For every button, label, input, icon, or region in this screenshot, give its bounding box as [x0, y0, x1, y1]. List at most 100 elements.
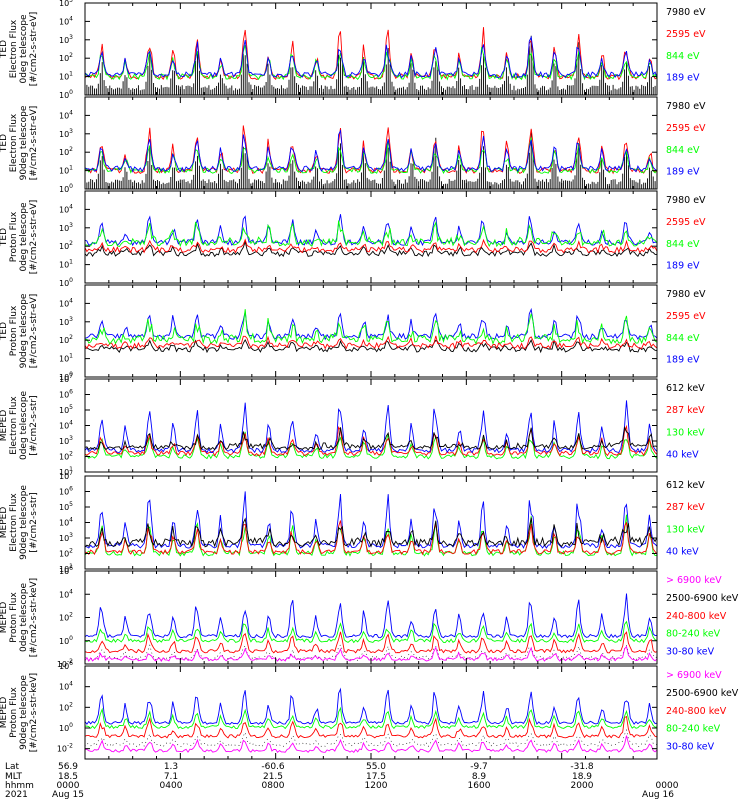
plot-area: [85, 214, 657, 258]
series-path: [85, 35, 657, 79]
mlt-value: 21.5: [263, 772, 283, 782]
mlt-value: 7.1: [164, 772, 178, 782]
y-axis-label: TEDElectron Flux90deg telescope[#/cm2-s-…: [0, 105, 39, 180]
series-line-844-ev: [85, 137, 657, 174]
series-path: [85, 129, 657, 173]
series-path: [85, 729, 657, 748]
y-tick-label: 104: [59, 588, 73, 599]
y-tick-label: 103: [59, 128, 73, 139]
y-axis-label: MEPEDElectron Flux0deg telescope[#/cm2-s…: [0, 391, 39, 461]
date-label: Aug 16: [642, 790, 674, 800]
series-path: [85, 338, 657, 354]
legend-entry: 7980 eV: [666, 7, 706, 18]
y-tick-label: 103: [59, 316, 73, 327]
legend-entry: 189 eV: [666, 355, 700, 366]
y-tick-label: 106: [59, 389, 73, 400]
y-tick-label: 103: [59, 435, 73, 446]
y-tick-label: 102: [59, 334, 73, 345]
series-line-2595-ev: [85, 27, 657, 81]
y-tick-label: 10-2: [57, 658, 73, 669]
series-line-240-800-kev: [85, 715, 657, 739]
mlt-value: 18.5: [58, 772, 78, 782]
series-line-844-ev: [85, 45, 657, 81]
y-tick-label: 104: [59, 420, 73, 431]
series-line-189-ev: [85, 307, 657, 341]
y-tick-label: 101: [59, 563, 73, 574]
y-tick-label: 105: [59, 404, 73, 415]
series-path: [85, 45, 657, 81]
series-line-40-kev: [85, 400, 657, 454]
chart-panel-7: 10-2 100 102 104 106 MEPEDProton Flux0deg tel…: [0, 565, 739, 669]
series-line-189-ev: [85, 214, 657, 247]
legend-entry: 2595 eV: [666, 217, 706, 228]
plot-area: [85, 125, 657, 189]
plot-area: [85, 687, 657, 754]
legend-entry: 40 keV: [666, 449, 699, 460]
chart-panel-5: 101 102 103 104 105 106 107 MEPEDElectron Flux0…: [0, 373, 705, 477]
plot-area: [85, 593, 657, 662]
series-path: [85, 431, 657, 460]
y-tick-label: 106: [59, 660, 73, 671]
series-line-40-kev: [85, 491, 657, 549]
legend-entry: 7980 eV: [666, 101, 706, 112]
legend-entry: 130 keV: [666, 524, 705, 535]
footer-row-label: MLT: [5, 772, 23, 782]
y-tick-label: 100: [59, 277, 73, 288]
series-line-80-240-kev: [85, 620, 657, 644]
chart-panel-8: 10-2 100 102 104 106 MEPEDProton Flux90deg te…: [0, 660, 739, 760]
series-line-287-kev: [85, 424, 657, 457]
legend-entry: > 6900 keV: [666, 575, 722, 586]
legend-entry: 2595 eV: [666, 311, 706, 322]
legend-entry: 80-240 keV: [666, 629, 721, 640]
legend-entry: 612 keV: [666, 383, 705, 394]
legend-entry: 7980 eV: [666, 289, 706, 300]
lat-value: -60.6: [261, 762, 285, 772]
series-path: [85, 424, 657, 457]
y-tick-label: 102: [59, 548, 73, 559]
y-tick-label: 101: [59, 71, 73, 82]
plot-area: [85, 307, 657, 354]
y-tick-label: 102: [59, 451, 73, 462]
y-tick-label: 101: [59, 165, 73, 176]
y-axis-label: TEDProton Flux90deg telescope[#/cm2-s-st…: [0, 293, 39, 368]
legend-entry: 844 eV: [666, 333, 700, 344]
legend-entry: 30-80 keV: [666, 742, 715, 753]
legend-entry: > 6900 keV: [666, 670, 722, 681]
series-line-30-80-kev: [85, 593, 657, 639]
time-value: 0000: [656, 781, 679, 791]
legend-entry: 287 keV: [666, 405, 705, 416]
series-path: [85, 620, 657, 644]
chart-panel-4: 100 101 102 103 104 TEDProton Flux90deg teles…: [0, 284, 706, 382]
y-axis-label: MEPEDElectron Flux90deg telescope[#/cm2-…: [0, 485, 39, 560]
series-path: [85, 715, 657, 739]
y-tick-label: 100: [59, 371, 73, 382]
legend-entry: 189 eV: [666, 261, 700, 272]
series-line-287-kev: [85, 520, 657, 556]
y-tick-label: 106: [59, 565, 73, 576]
time-value: 0400: [160, 781, 183, 791]
series-path: [85, 520, 657, 556]
series-path: [85, 517, 657, 548]
mlt-value: 8.9: [472, 772, 487, 782]
mlt-value: 18.9: [572, 772, 592, 782]
legend-entry: 2595 eV: [666, 123, 706, 134]
y-tick-label: 105: [59, 501, 73, 512]
series-line-612-kev: [85, 517, 657, 548]
footer-row-label: 2021: [5, 790, 28, 800]
y-axis-label: MEPEDProton Flux90deg telescope[#/cm2-s-…: [0, 673, 39, 752]
series-line-844-ev: [85, 309, 657, 346]
series-path: [85, 220, 657, 248]
y-tick-label: 102: [59, 52, 73, 63]
y-tick-label: 100: [59, 89, 73, 100]
series-path: [85, 706, 657, 730]
series-path: [85, 425, 657, 451]
y-tick-label: 105: [59, 0, 73, 8]
series-line-7980-ev: [85, 338, 657, 354]
series-path: [85, 491, 657, 549]
series-line-30-80-kev: [85, 687, 657, 726]
lat-value: 1.3: [164, 762, 178, 772]
time-value: 2000: [571, 781, 594, 791]
y-tick-label: 107: [59, 470, 73, 481]
series-path: [85, 631, 657, 654]
plot-frame: [84, 96, 658, 190]
